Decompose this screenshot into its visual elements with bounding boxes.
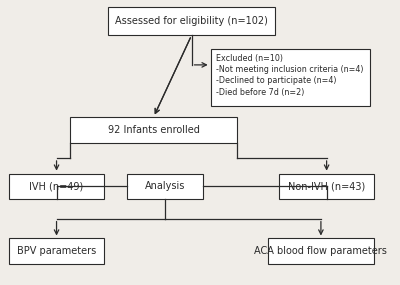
- FancyBboxPatch shape: [70, 117, 237, 142]
- FancyBboxPatch shape: [108, 7, 275, 35]
- Text: Assessed for eligibility (n=102): Assessed for eligibility (n=102): [115, 16, 268, 26]
- Text: 92 Infants enrolled: 92 Infants enrolled: [108, 125, 200, 135]
- Text: Non-IVH (n=43): Non-IVH (n=43): [288, 181, 365, 191]
- Text: Analysis: Analysis: [145, 181, 185, 191]
- Text: -Not meeting inclusion criteria (n=4): -Not meeting inclusion criteria (n=4): [216, 65, 364, 74]
- Text: BPV parameters: BPV parameters: [17, 246, 96, 256]
- Text: ACA blood flow parameters: ACA blood flow parameters: [254, 246, 387, 256]
- FancyBboxPatch shape: [9, 174, 104, 199]
- FancyBboxPatch shape: [9, 239, 104, 264]
- Text: -Declined to participate (n=4): -Declined to participate (n=4): [216, 76, 337, 86]
- Text: -Died before 7d (n=2): -Died before 7d (n=2): [216, 88, 305, 97]
- FancyBboxPatch shape: [211, 49, 370, 106]
- Text: Excluded (n=10): Excluded (n=10): [216, 54, 283, 63]
- FancyBboxPatch shape: [127, 174, 203, 199]
- FancyBboxPatch shape: [268, 239, 374, 264]
- Text: IVH (n=49): IVH (n=49): [30, 181, 84, 191]
- FancyBboxPatch shape: [279, 174, 374, 199]
